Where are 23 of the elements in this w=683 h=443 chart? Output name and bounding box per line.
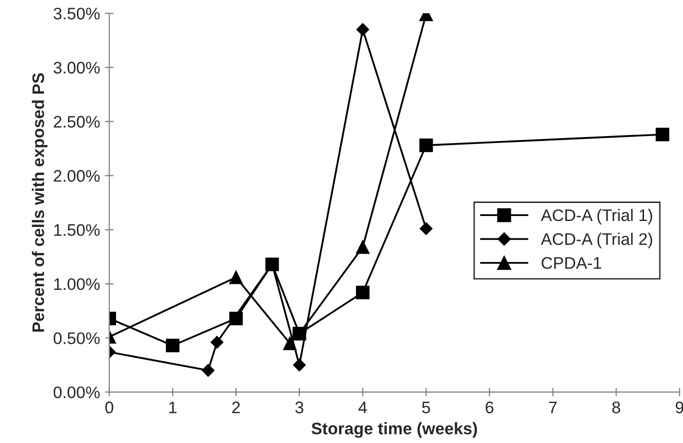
y-tick-label: 0.00% — [54, 386, 100, 398]
y-tick-label: 0.50% — [54, 332, 100, 344]
y-tick-label: 3.50% — [54, 8, 100, 20]
x-tick-label: 9 — [676, 402, 683, 414]
x-tick-label: 2 — [232, 402, 240, 414]
y-tick-label: 1.00% — [54, 278, 100, 290]
legend-label: CPDA-1 — [542, 257, 602, 269]
y-tick-label: 2.00% — [54, 170, 100, 182]
x-axis-title: Storage time (weeks) — [312, 422, 477, 438]
x-tick-label: 5 — [422, 402, 430, 414]
y-tick-label: 1.50% — [54, 224, 100, 236]
y-tick-label: 3.00% — [54, 62, 100, 74]
x-tick-label: 7 — [549, 402, 557, 414]
x-tick-label: 8 — [612, 402, 620, 414]
y-axis-title: Percent of cells with exposed PS — [32, 73, 48, 332]
x-tick-label: 4 — [358, 402, 367, 414]
x-tick-label: 6 — [486, 402, 494, 414]
legend-label: ACD-A (Trial 2) — [540, 232, 652, 248]
legend-label: ACD-A (Trial 1) — [540, 208, 652, 224]
y-tick-label: 2.50% — [54, 116, 100, 128]
x-tick-label: 1 — [169, 402, 176, 414]
x-tick-label: 3 — [295, 402, 304, 414]
x-tick-label: 0 — [105, 402, 114, 414]
